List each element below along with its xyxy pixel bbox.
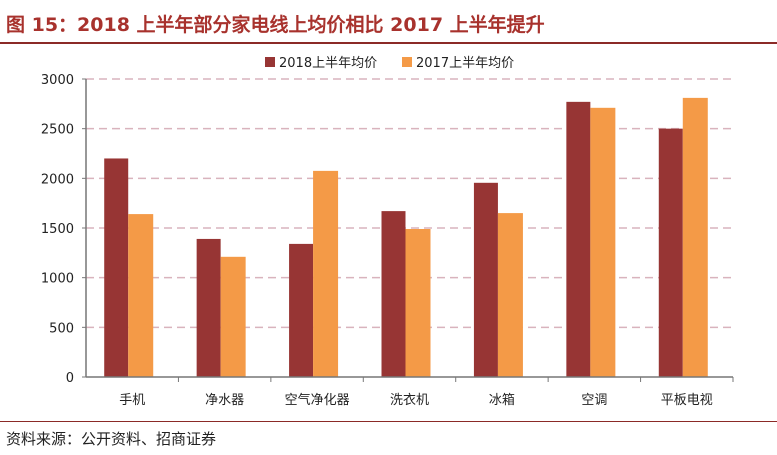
bar-2018 [658, 128, 683, 377]
y-tick-label: 2500 [41, 123, 74, 138]
y-tick-label: 0 [66, 371, 74, 386]
legend-swatch [265, 57, 275, 67]
y-tick-label: 2000 [41, 172, 74, 187]
y-tick-label: 1500 [41, 222, 74, 237]
legend-swatch [402, 57, 412, 67]
source-divider [0, 421, 777, 422]
x-tick-label: 空调 [581, 393, 607, 408]
x-tick-label: 洗衣机 [390, 392, 429, 408]
bar-2018 [196, 238, 221, 377]
bar-2017 [497, 213, 523, 377]
legend-label: 2017上半年均价 [416, 56, 514, 71]
bar-2017 [590, 107, 616, 377]
x-tick-label: 手机 [119, 393, 145, 408]
y-tick-label: 500 [49, 321, 74, 336]
y-tick-label: 3000 [41, 73, 74, 88]
figure-title: 图 15：2018 上半年部分家电线上均价相比 2017 上半年提升 [6, 14, 545, 36]
bar-2018 [473, 182, 498, 377]
bar-2017 [128, 214, 154, 377]
x-tick-label: 空气净化器 [285, 392, 350, 408]
source-note: 资料来源：公开资料、招商证券 [6, 430, 217, 448]
bar-2017 [682, 97, 708, 377]
bar-2018 [104, 158, 129, 377]
bar-2017 [220, 256, 246, 377]
bar-chart: 0 500 1000 1500 2000 2500 3000 手机 净水器 空气净化器 洗衣机 冰箱 空… [41, 56, 734, 408]
bar-2018 [566, 101, 591, 377]
bar-2018 [381, 211, 406, 377]
x-tick-label: 冰箱 [489, 392, 515, 408]
x-tick-label: 平板电视 [661, 393, 713, 408]
x-tick-label: 净水器 [205, 393, 244, 408]
bar-2018 [289, 243, 314, 377]
bar-2017 [405, 228, 431, 377]
legend-label: 2018上半年均价 [279, 56, 377, 71]
bar-2017 [313, 170, 339, 377]
title-divider [0, 42, 777, 44]
y-tick-label: 1000 [41, 272, 74, 287]
